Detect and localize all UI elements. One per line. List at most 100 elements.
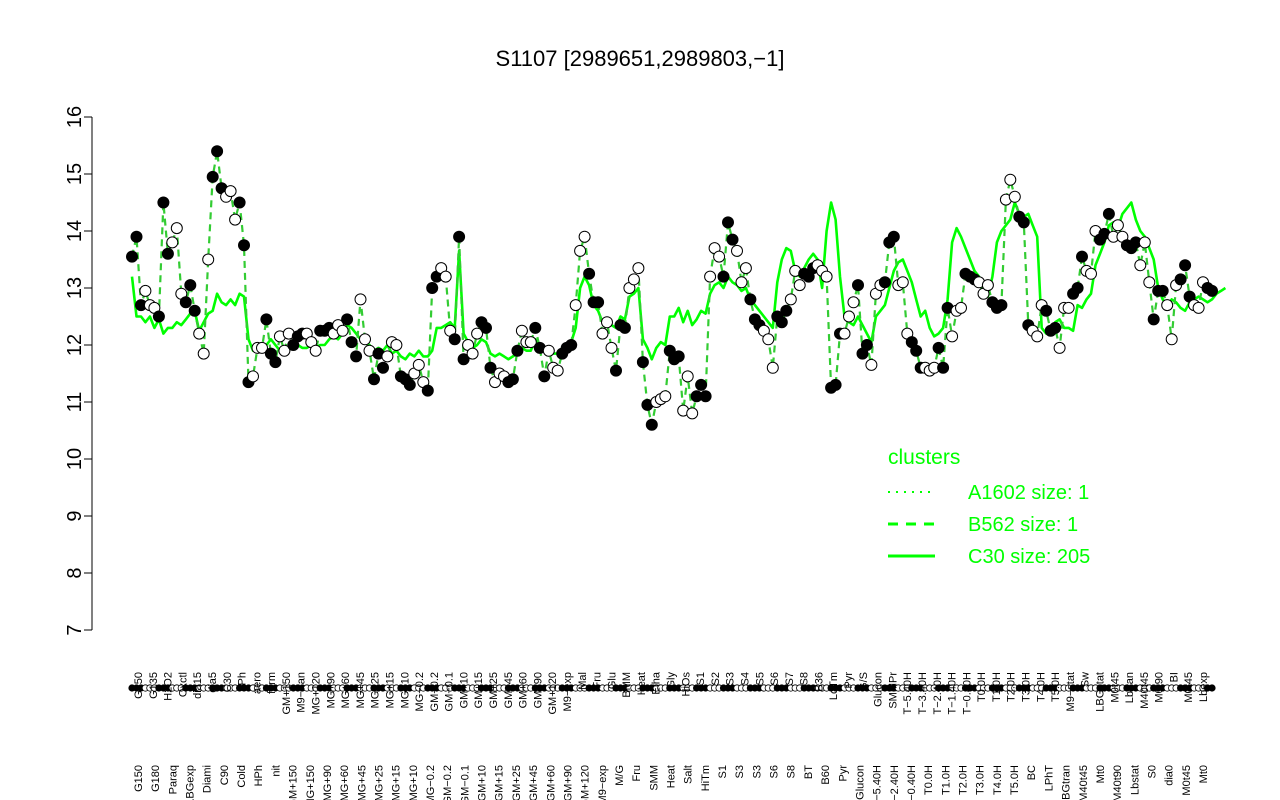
data-point (161, 247, 174, 260)
x-tick-label: GM+60 (518, 672, 530, 708)
data-point (744, 293, 757, 306)
x-tick-label: T−5.40H (872, 765, 884, 800)
series-line-b562 (130, 151, 1213, 426)
data-point (390, 339, 403, 351)
y-tick-label: 8 (64, 567, 86, 578)
x-tick-label: MG+150 (305, 765, 317, 800)
x-tick-label: S6 (769, 765, 781, 778)
data-point (843, 310, 855, 323)
data-point (354, 293, 367, 306)
data-point (1192, 301, 1205, 314)
series-points-group (126, 145, 1218, 431)
data-point (166, 236, 179, 249)
x-tick-label: Lbstat (1129, 765, 1141, 795)
legend-entry-2: B562 size: 1 (968, 514, 1078, 536)
x-tick-label: nit (270, 765, 282, 777)
data-point (1161, 299, 1174, 312)
x-tick-label: GM+120 (580, 765, 592, 800)
data-point (596, 327, 609, 340)
legend: clusters A1602 size: 1 B562 size: 1 C30 … (888, 446, 1090, 568)
x-tick-label: T4.0H (1035, 672, 1047, 702)
data-point (1062, 301, 1075, 314)
data-point (569, 299, 582, 312)
data-point (713, 250, 726, 263)
x-tick-label: M40t45 (1078, 765, 1090, 800)
data-point (233, 196, 246, 209)
data-point (538, 370, 551, 383)
x-tick-label: dia15 (192, 672, 204, 699)
x-tick-label: HPh (253, 765, 265, 786)
x-tick-label: GM+10 (477, 765, 489, 800)
data-point (995, 299, 1008, 312)
x-tick-label: Cold (236, 765, 248, 788)
x-tick-label: LPh (237, 672, 249, 692)
data-point (937, 361, 950, 374)
x-tick-label: Fru (631, 765, 643, 782)
x-tick-label: MG+25 (370, 672, 382, 708)
data-point (412, 358, 425, 371)
x-tick-label: T2.0H (958, 765, 970, 795)
data-point (381, 350, 394, 363)
data-point (578, 230, 591, 243)
data-point (126, 250, 138, 263)
x-tick-label: G150 (133, 672, 145, 699)
data-point (551, 364, 564, 377)
x-tick-label: S8 (799, 672, 811, 685)
x-tick-label: Glu (606, 672, 618, 689)
data-point (1174, 273, 1187, 286)
x-tick-label: C90 (219, 765, 231, 785)
x-tick-label: MG+90 (322, 765, 334, 800)
x-tick-label: Pyr (843, 672, 855, 689)
data-point (309, 344, 322, 357)
data-point (1143, 276, 1156, 289)
data-point (592, 296, 605, 309)
x-tick-label: GM−0.2 (442, 765, 454, 800)
x-tick-label: G135 (148, 672, 160, 699)
x-tick-label: Lbexp (1198, 672, 1210, 702)
x-tick-label: T3.0H (1021, 672, 1033, 702)
data-point (955, 301, 967, 314)
data-point (184, 279, 197, 292)
y-tick-label: 15 (64, 163, 86, 185)
x-tick-label: M9−exp (597, 765, 609, 800)
x-tick-label: GM+150 (288, 765, 300, 800)
x-tick-label: BC (1026, 765, 1038, 780)
data-point (1165, 333, 1178, 346)
data-point (627, 273, 640, 286)
x-tick-label: Mt0 (1095, 765, 1107, 783)
x-tick-label: HiOs (680, 672, 692, 697)
x-tick-label: T0.0H (976, 672, 988, 702)
data-point (179, 296, 192, 309)
x-tick-label: SMM (648, 765, 660, 791)
x-tick-label: Diami (202, 765, 214, 793)
data-point (480, 321, 492, 334)
data-point (256, 341, 268, 354)
data-point (1138, 236, 1151, 249)
data-point (847, 296, 860, 309)
data-point (735, 276, 748, 289)
x-tick-label: M9−exp (562, 672, 574, 711)
x-tick-label: S3 (725, 672, 737, 685)
x-tick-label: S0 (1147, 765, 1159, 778)
legend-title: clusters (888, 446, 960, 469)
data-point (466, 347, 479, 360)
data-point (1111, 219, 1124, 232)
data-point (780, 304, 793, 317)
x-tick-label: M40t90 (1112, 765, 1124, 800)
x-tick-label: B60 (820, 765, 832, 785)
data-point (1102, 207, 1115, 220)
data-point (341, 313, 354, 326)
x-tick-label: GM+120 (547, 672, 559, 715)
data-point (717, 270, 730, 283)
data-point (704, 270, 717, 283)
x-tick-label: T−0.40H (906, 765, 918, 800)
data-point (946, 330, 959, 343)
x-rug-marker (1208, 684, 1216, 692)
x-tick-label: GM+15 (473, 672, 485, 708)
data-point (269, 356, 282, 369)
legend-entry-3: C30 size: 205 (968, 546, 1090, 568)
data-point (618, 321, 631, 334)
y-tick-label: 16 (64, 106, 86, 128)
x-tick-label: GM+45 (528, 765, 540, 800)
